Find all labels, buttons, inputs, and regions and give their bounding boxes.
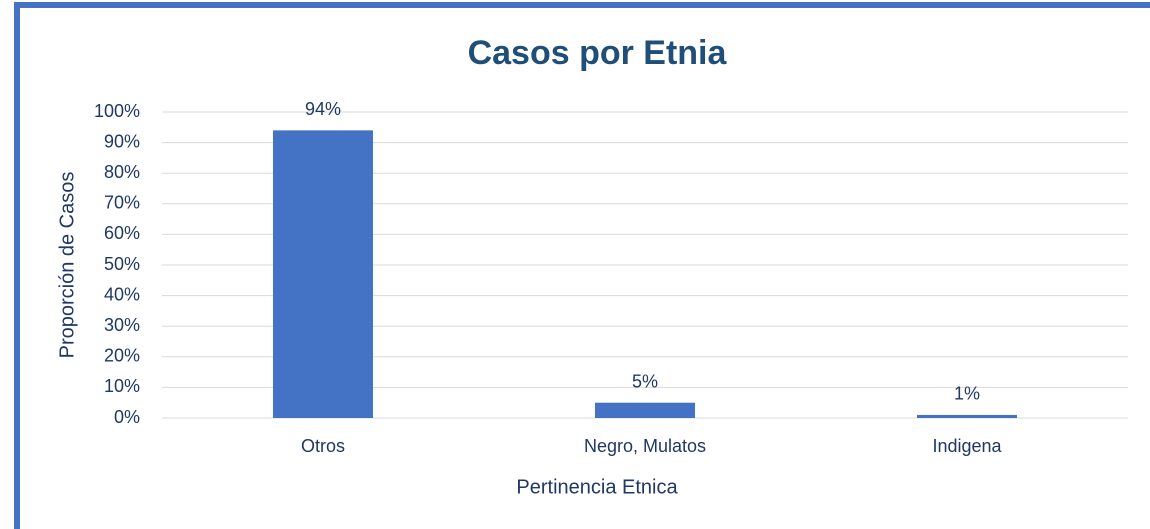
bar [595,402,695,418]
y-tick-label: 60% [104,223,140,243]
frame [14,2,1150,529]
x-tick-label: Indigena [932,436,1002,456]
y-tick-label: 30% [104,315,140,335]
y-tick-label: 40% [104,284,140,304]
data-label: 5% [632,371,658,391]
x-tick-label: Otros [301,436,345,456]
x-tick-label: Negro, Mulatos [584,436,706,456]
bar [273,130,373,419]
y-tick-label: 20% [104,346,140,366]
y-tick-label: 0% [114,407,140,427]
data-label: 1% [954,384,980,404]
y-tick-label: 70% [104,193,140,213]
data-label: 94% [305,99,341,119]
y-axis-label: Proporción de Casos [56,172,78,359]
y-tick-label: 100% [94,101,140,121]
y-tick-label: 10% [104,376,140,396]
bar [917,414,1017,418]
y-tick-label: 90% [104,131,140,151]
y-tick-label: 50% [104,254,140,274]
y-tick-label: 80% [104,162,140,182]
x-axis-label: Pertinencia Etnica [516,476,678,498]
chart-title: Casos por Etnia [468,34,728,72]
